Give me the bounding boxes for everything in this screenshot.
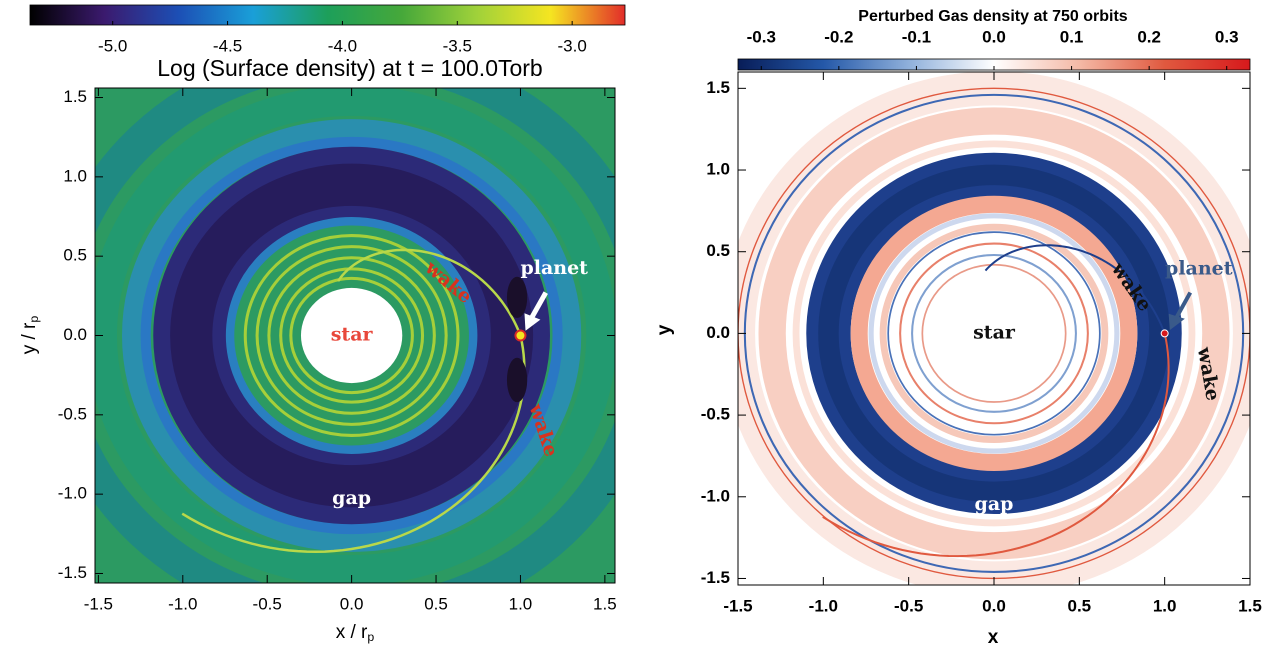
annotation: star xyxy=(331,324,374,346)
colorbar-tick-label: -0.3 xyxy=(747,27,776,46)
annotation: gap xyxy=(975,493,1014,515)
xlabel-label: x xyxy=(988,627,999,648)
x-tick-label: -0.5 xyxy=(894,596,923,615)
x-tick-label: 0.5 xyxy=(424,594,448,613)
planet-arrow-head xyxy=(1168,313,1185,331)
y-tick-label: -1.0 xyxy=(58,484,87,503)
ylabel-label: y / rp xyxy=(19,316,41,355)
planet xyxy=(1160,329,1169,338)
planet xyxy=(514,329,527,342)
disk-ring xyxy=(243,234,460,437)
disk-ring xyxy=(868,213,1120,454)
planet-arrow-head xyxy=(524,313,541,331)
disk-ring xyxy=(850,195,1138,472)
disk-ring xyxy=(818,164,1170,503)
y-tick-label: 1.5 xyxy=(63,87,87,106)
y-tick-label: -0.5 xyxy=(701,405,730,424)
colorbar-tick-label: 0.2 xyxy=(1137,27,1161,46)
x-tick-label: 1.0 xyxy=(509,594,533,613)
disk-ring xyxy=(170,163,534,508)
disk-ring xyxy=(879,223,1109,444)
disk-ring xyxy=(899,242,1089,425)
y-tick-label: 0.0 xyxy=(706,323,730,342)
disk-ring xyxy=(279,267,425,404)
disk-ring xyxy=(758,107,1230,560)
disk-ring xyxy=(140,136,563,535)
star-hole xyxy=(300,287,403,384)
vortex xyxy=(506,276,528,319)
x-tick-label: 0.0 xyxy=(340,594,364,613)
y-tick-label: 0.5 xyxy=(63,246,87,265)
x-tick-label: 1.5 xyxy=(1238,596,1262,615)
disk-ring xyxy=(911,253,1077,413)
y-tick-label: -1.0 xyxy=(701,486,730,505)
colorbar-tick-label: 0.3 xyxy=(1215,27,1239,46)
colorbar xyxy=(29,4,626,26)
annotation: planet xyxy=(520,257,588,279)
wake xyxy=(822,333,1170,558)
ylabel-label-sub: p xyxy=(27,316,41,323)
colorbar-tick-label: -0.1 xyxy=(902,27,931,46)
xlabel-label-text: x xyxy=(988,627,999,648)
colorbar-tick-label: 0.0 xyxy=(982,27,1006,46)
x-tick-label: -1.5 xyxy=(84,594,113,613)
xlabel-label-sub: p xyxy=(367,630,374,644)
vortex xyxy=(506,357,528,403)
y-tick-label: 0.5 xyxy=(706,241,730,260)
x-tick-label: 0.5 xyxy=(1068,596,1092,615)
annotation: planet xyxy=(1165,258,1233,280)
xlabel-label-text: x / r xyxy=(336,622,368,643)
planet-arrow xyxy=(528,291,548,321)
disk-ring xyxy=(122,119,582,552)
ylabel-label-text: y xyxy=(654,324,675,335)
y-tick-label: 0.0 xyxy=(63,325,87,344)
x-tick-label: -1.5 xyxy=(723,596,752,615)
annotation: star xyxy=(973,321,1016,343)
chart-title: Perturbed Gas density at 750 orbits xyxy=(858,8,1128,25)
xlabel-label: x / rp xyxy=(336,622,375,644)
colorbar-tick-label: -3.5 xyxy=(443,36,472,55)
planet-arrow xyxy=(1173,291,1193,322)
y-tick-label: 1.5 xyxy=(706,78,730,97)
y-tick-label: -0.5 xyxy=(58,404,87,423)
disk-ring xyxy=(255,245,448,426)
wake xyxy=(337,248,522,336)
colorbar-tick-label: -3.0 xyxy=(558,36,587,55)
colorbar-tick-label: -5.0 xyxy=(98,36,127,55)
disk-ring xyxy=(267,256,436,415)
disk-ring xyxy=(225,217,478,454)
y-tick-label: -1.5 xyxy=(701,568,730,587)
wake xyxy=(984,244,1166,334)
annotation: gap xyxy=(332,487,371,509)
y-tick-label: 1.0 xyxy=(706,160,730,179)
x-tick-label: 0.0 xyxy=(982,596,1006,615)
colorbar-tick-label: 0.1 xyxy=(1060,27,1084,46)
y-tick-label: -1.5 xyxy=(58,563,87,582)
colorbar-tick-label: -4.5 xyxy=(213,36,242,55)
ylabel-label: y xyxy=(654,324,675,335)
y-tick-label: 1.0 xyxy=(63,166,87,185)
chart-title: Log (Surface density) at t = 100.0Torb xyxy=(157,55,542,81)
x-tick-label: -0.5 xyxy=(253,594,282,613)
ylabel-label-text: y / r xyxy=(19,322,40,354)
colorbar-tick-label: -0.2 xyxy=(824,27,853,46)
x-tick-label: -1.0 xyxy=(809,596,838,615)
disk-ring xyxy=(289,276,414,395)
disk-ring xyxy=(792,140,1196,527)
x-tick-label: -1.0 xyxy=(168,594,197,613)
x-tick-label: 1.0 xyxy=(1153,596,1177,615)
x-tick-label: 1.5 xyxy=(593,594,617,613)
colorbar-tick-label: -4.0 xyxy=(328,36,357,55)
disk-ring xyxy=(921,263,1067,403)
disk-ring xyxy=(887,231,1101,436)
